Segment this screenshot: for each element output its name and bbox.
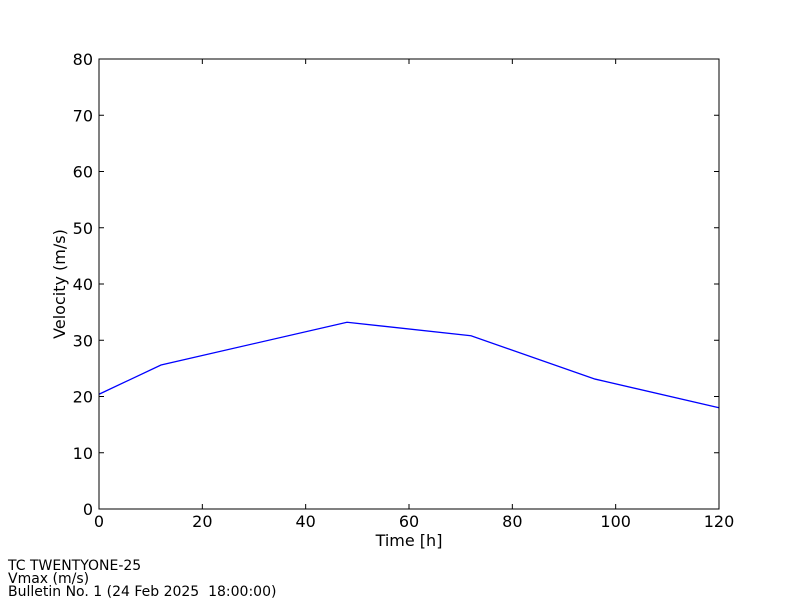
x-tick-label: 60 [399,512,419,531]
x-tick-label: 0 [94,512,104,531]
x-tick-label: 40 [295,512,315,531]
y-tick-label: 50 [73,219,93,238]
y-tick-label: 10 [73,444,93,463]
x-axis-label: Time [h] [375,531,443,550]
y-tick-label: 80 [73,50,93,69]
y-tick-label: 0 [83,500,93,519]
plot-frame [98,58,720,510]
footer-note: Bulletin No. 1 (24 Feb 2025 18:00:00) [8,584,276,600]
x-tick-label: 120 [704,512,735,531]
x-tick-label: 100 [600,512,631,531]
y-tick-label: 20 [73,388,93,407]
footer-note: TC TWENTYONE-25 [7,558,141,574]
x-tick-label: 80 [502,512,522,531]
x-tick-label: 20 [192,512,212,531]
y-tick-label: 60 [73,163,93,182]
y-axis-label: Velocity (m/s) [50,229,69,339]
y-tick-label: 40 [73,275,93,294]
data-line [98,321,720,409]
y-tick-label: 30 [73,331,93,350]
y-tick-label: 70 [73,106,93,125]
footer-note: Vmax (m/s) [8,571,89,587]
